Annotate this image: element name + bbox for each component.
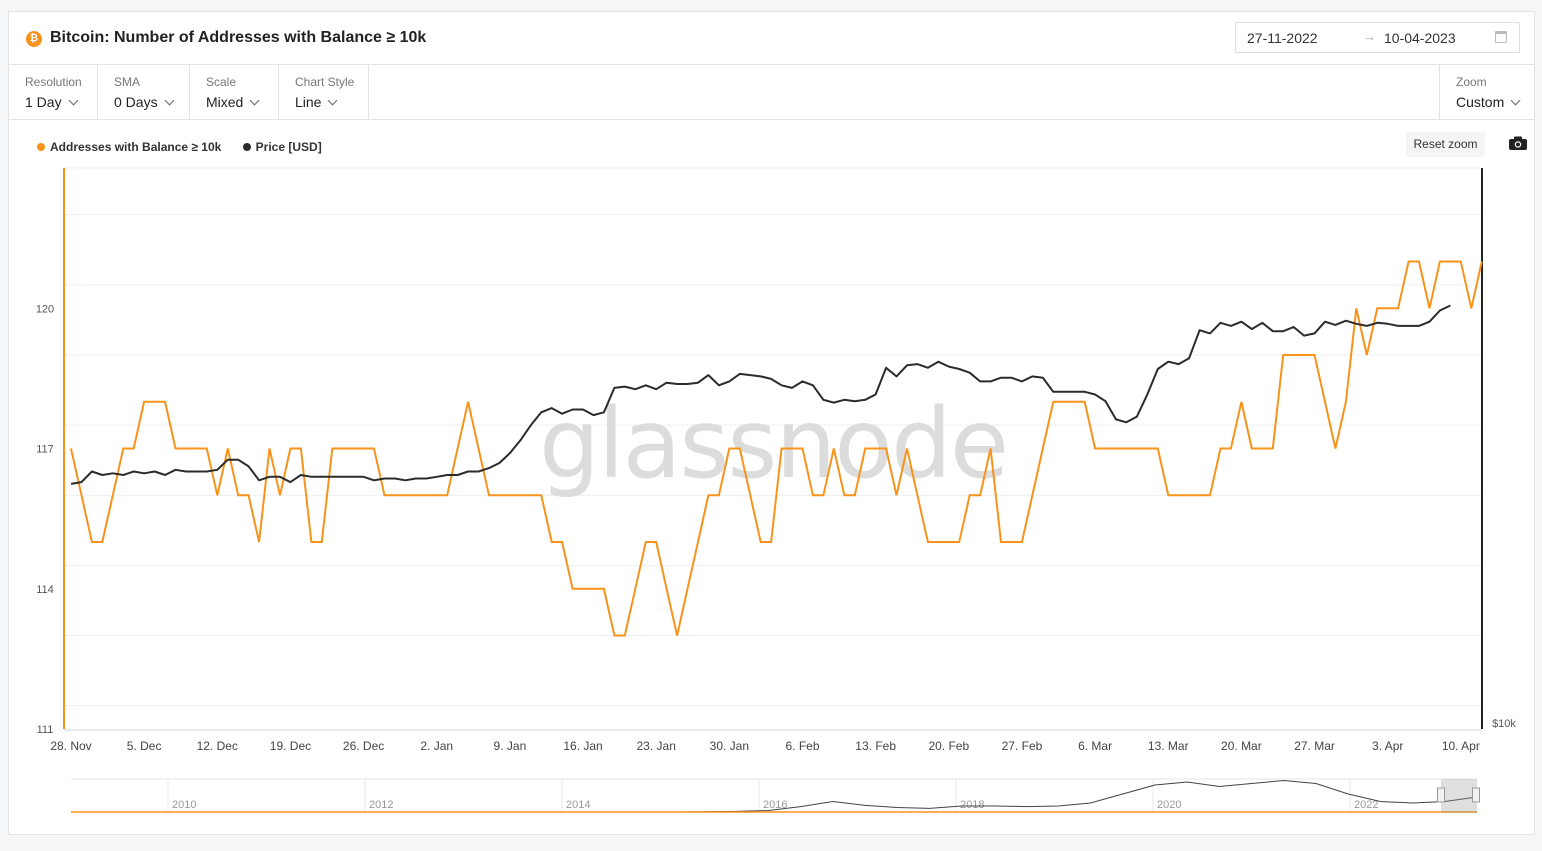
x-tick-label: 20. Feb xyxy=(928,739,969,753)
y-tick-label: 114 xyxy=(36,584,54,596)
series-line-addresses xyxy=(70,260,1483,637)
resolution-select[interactable]: Resolution 1 Day xyxy=(9,65,98,119)
x-tick-label: 13. Mar xyxy=(1148,739,1189,753)
arrow-right-icon: → xyxy=(1363,29,1376,44)
x-tick-label: 9. Jan xyxy=(494,739,527,753)
x-tick-label: 3. Apr xyxy=(1372,739,1403,753)
x-tick-label: 10. Apr xyxy=(1442,739,1480,753)
x-tick-label: 6. Mar xyxy=(1078,739,1112,753)
navigator-year-label: 2016 xyxy=(763,799,787,811)
legend-dot-addresses xyxy=(37,143,45,151)
zoom-label: Zoom xyxy=(1456,75,1487,89)
x-tick-label: 23. Jan xyxy=(637,739,676,753)
chart-legend: Addresses with Balance ≥ 10k Price [USD] xyxy=(37,140,340,154)
legend-item-price[interactable]: Price [USD] xyxy=(242,140,322,154)
chart-title: Bitcoin: Number of Addresses with Balanc… xyxy=(50,29,427,46)
series-line-price xyxy=(70,304,1451,485)
legend-label-price: Price [USD] xyxy=(255,140,322,154)
navigator-handle[interactable] xyxy=(1472,787,1480,803)
chart-card: ₿ Bitcoin: Number of Addresses with Bala… xyxy=(8,11,1535,835)
navigator[interactable]: 2010 2012 2014 2016 2018 2020 2022 xyxy=(71,778,1480,813)
x-tick-label: 26. Dec xyxy=(343,739,384,753)
legend-dot-price xyxy=(242,143,251,151)
calendar-icon[interactable] xyxy=(1495,31,1507,43)
date-range-picker[interactable]: 27-11-2022 → 10-04-2023 xyxy=(1235,22,1520,53)
legend-label-addresses: Addresses with Balance ≥ 10k xyxy=(50,140,222,154)
navigator-year-label: 2018 xyxy=(960,799,984,811)
chart-controls: Resolution 1 Day SMA 0 Days Scale Mixed … xyxy=(9,65,1534,120)
x-tick-label: 19. Dec xyxy=(270,739,311,753)
x-tick-label: 28. Nov xyxy=(50,739,91,753)
legend-item-addresses[interactable]: Addresses with Balance ≥ 10k xyxy=(37,140,221,154)
x-tick-label: 16. Jan xyxy=(563,739,602,753)
zoom-select[interactable]: Zoom Custom xyxy=(1439,65,1535,119)
y-tick-label: 111 xyxy=(37,724,54,736)
scale-label: Scale xyxy=(206,75,237,89)
x-tick-label: 27. Feb xyxy=(1002,739,1043,753)
chart-style-label: Chart Style xyxy=(295,75,355,89)
navigator-year-label: 2010 xyxy=(172,799,196,811)
navigator-year-label: 2014 xyxy=(566,799,590,811)
watermark: glassnode xyxy=(539,388,1007,500)
bitcoin-icon: ₿ xyxy=(26,31,42,47)
x-tick-label: 12. Dec xyxy=(197,739,238,753)
zoom-value: Custom xyxy=(1456,94,1505,110)
sma-select[interactable]: SMA 0 Days xyxy=(98,65,190,119)
resolution-value: 1 Day xyxy=(25,94,62,110)
y-right-label: $10k xyxy=(1492,718,1516,730)
x-tick-label: 20. Mar xyxy=(1221,739,1262,753)
date-to-input[interactable]: 10-04-2023 xyxy=(1384,30,1456,46)
navigator-year-label: 2020 xyxy=(1157,799,1181,811)
x-tick-label: 5. Dec xyxy=(127,739,162,753)
camera-icon[interactable] xyxy=(1509,136,1527,150)
x-tick-label: 30. Jan xyxy=(710,739,749,753)
x-tick-label: 2. Jan xyxy=(420,739,453,753)
resolution-label: Resolution xyxy=(25,75,82,89)
chart-style-select[interactable]: Chart Style Line xyxy=(279,65,369,119)
scale-value: Mixed xyxy=(206,94,244,110)
y-tick-label: 120 xyxy=(36,303,54,315)
chart-header: ₿ Bitcoin: Number of Addresses with Bala… xyxy=(9,12,1534,65)
navigator-handle[interactable] xyxy=(1437,787,1445,803)
sma-value: 0 Days xyxy=(114,94,158,110)
navigator-year-label: 2022 xyxy=(1354,799,1378,811)
x-tick-label: 27. Mar xyxy=(1294,739,1335,753)
chart-style-value: Line xyxy=(295,94,322,110)
navigator-selection[interactable] xyxy=(1441,779,1477,813)
scale-select[interactable]: Scale Mixed xyxy=(190,65,279,119)
x-tick-label: 13. Feb xyxy=(855,739,896,753)
x-tick-label: 6. Feb xyxy=(785,739,819,753)
reset-zoom-button[interactable]: Reset zoom xyxy=(1406,132,1485,157)
date-from-input[interactable]: 27-11-2022 xyxy=(1247,30,1318,46)
sma-label: SMA xyxy=(114,75,141,89)
y-tick-label: 117 xyxy=(36,444,54,456)
navigator-year-label: 2012 xyxy=(369,799,393,811)
